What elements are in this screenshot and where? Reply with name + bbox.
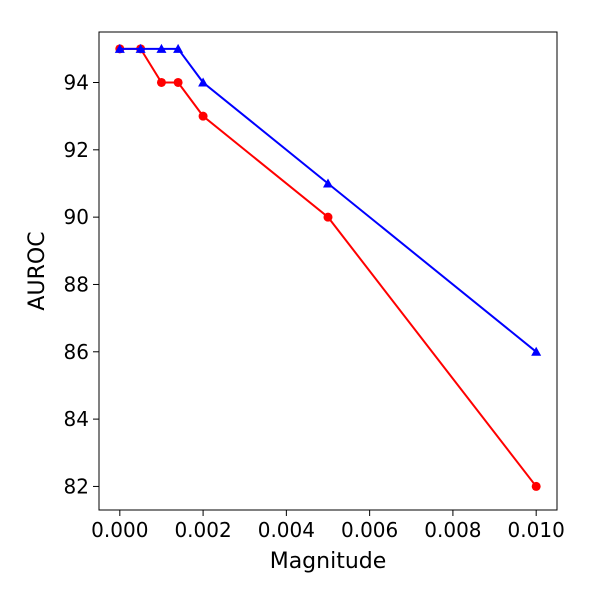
data-point: [173, 43, 184, 53]
y-tick-label: 88: [64, 272, 89, 296]
x-tick-label: 0.004: [258, 518, 315, 542]
y-tick-label: 82: [64, 474, 89, 498]
y-tick-label: 92: [64, 138, 89, 162]
data-point: [156, 77, 166, 87]
data-point: [135, 43, 146, 53]
y-tick-label: 90: [64, 205, 89, 229]
data-point: [173, 77, 183, 87]
series-line: [119, 47, 537, 488]
plot-frame: [98, 31, 558, 511]
series-2: [114, 43, 542, 356]
data-point: [531, 346, 542, 356]
data-point: [198, 111, 208, 121]
x-tick-label: 0.002: [174, 518, 231, 542]
x-tick-label: 0.008: [424, 518, 481, 542]
y-tick-label: 94: [64, 70, 89, 94]
series-layer: [114, 43, 542, 491]
y-axis-label: AUROC: [25, 231, 50, 310]
x-tick-label: 0.006: [341, 518, 398, 542]
y-tick-label: 86: [64, 340, 89, 364]
series-1: [115, 44, 541, 491]
data-point: [114, 43, 125, 53]
data-point: [198, 77, 209, 87]
series-line: [119, 47, 537, 353]
data-point: [323, 178, 333, 188]
data-point: [531, 481, 541, 491]
data-point: [323, 212, 333, 222]
x-tick-label: 0.000: [91, 518, 148, 542]
x-axis-ticks: 0.000 0.002 0.004 0.006 0.008 0.010: [91, 510, 565, 542]
data-point: [156, 43, 167, 53]
y-axis-ticks: 82 84 86 88 90 92 94: [64, 70, 99, 498]
y-tick-label: 84: [64, 407, 89, 431]
x-axis-label: Magnitude: [270, 549, 387, 574]
x-tick-label: 0.010: [508, 518, 565, 542]
